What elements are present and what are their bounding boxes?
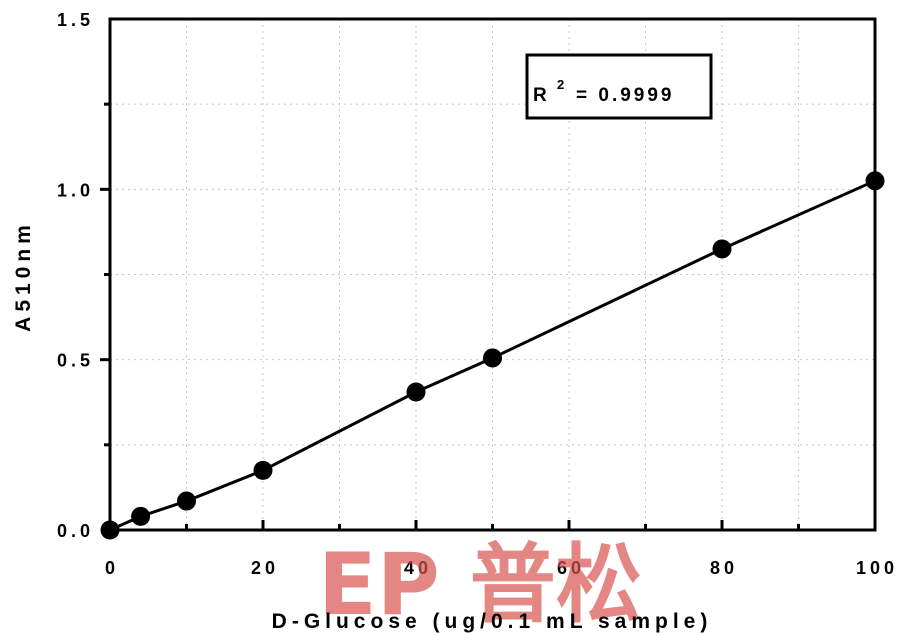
y-ticks: 0.0 0.5 1.0 1.5 bbox=[57, 10, 110, 541]
r-label: R bbox=[533, 85, 550, 106]
r-exponent: 2 bbox=[557, 77, 567, 92]
r-squared-value: = 0.9999 bbox=[576, 85, 675, 106]
data-point bbox=[712, 239, 732, 259]
watermark: EP 普松 bbox=[318, 535, 642, 635]
watermark-logo: EP 普松 bbox=[318, 535, 642, 635]
x-tick-label: 0 bbox=[105, 558, 119, 578]
data-point bbox=[483, 348, 502, 368]
r-squared-frame bbox=[525, 53, 713, 120]
x-axis-title: D-Glucose (ug/0.1 mL sample) bbox=[272, 610, 713, 633]
r-squared-box: R 2 = 0.9999 bbox=[525, 53, 713, 120]
data-point bbox=[406, 382, 426, 402]
data-point bbox=[100, 520, 120, 540]
y-tick-label: 0.0 bbox=[57, 521, 94, 541]
x-ticks: 0 20 40 60 80 100 bbox=[105, 520, 898, 578]
x-tick-label: 80 bbox=[710, 558, 738, 578]
data-point bbox=[177, 491, 196, 511]
x-tick-label: 60 bbox=[557, 558, 585, 578]
grid-lines bbox=[110, 19, 875, 530]
x-tick-label: 100 bbox=[856, 558, 898, 578]
y-tick-label: 0.5 bbox=[57, 351, 94, 371]
x-tick-label: 20 bbox=[251, 558, 279, 578]
y-tick-label: 1.5 bbox=[57, 10, 94, 30]
x-tick-label: 40 bbox=[404, 558, 432, 578]
y-axis-title: A510nm bbox=[12, 220, 35, 332]
y-tick-label: 1.0 bbox=[57, 180, 94, 200]
data-point bbox=[131, 506, 151, 526]
data-point bbox=[865, 171, 885, 191]
data-point bbox=[253, 460, 273, 480]
data-points bbox=[100, 171, 885, 540]
